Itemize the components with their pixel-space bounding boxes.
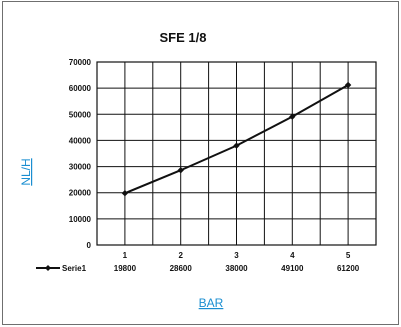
x-tick-labels: 1 2 3 4 5 <box>123 251 351 260</box>
x-tick-label: 4 <box>290 251 295 260</box>
table-value: 49100 <box>281 264 304 273</box>
y-tick-label: 10000 <box>69 215 92 224</box>
y-tick-label: 0 <box>87 241 92 250</box>
data-point <box>121 190 129 197</box>
data-table-row: Serie1 19800 28600 38000 49100 61200 <box>36 264 360 273</box>
y-tick-label: 40000 <box>69 136 92 145</box>
plot-grid <box>96 61 377 246</box>
y-tick-label: 70000 <box>69 58 92 67</box>
legend-series-name: Serie1 <box>62 264 87 273</box>
y-axis-label[interactable]: NL/H <box>19 158 33 185</box>
table-value: 38000 <box>225 264 248 273</box>
data-point <box>233 142 240 149</box>
series-line <box>121 81 352 197</box>
table-value: 19800 <box>114 264 137 273</box>
x-axis-label[interactable]: BAR <box>199 296 224 310</box>
x-tick-label: 2 <box>178 251 183 260</box>
x-tick-label: 5 <box>346 251 351 260</box>
table-value: 28600 <box>170 264 193 273</box>
chart-title: SFE 1/8 <box>160 30 207 45</box>
table-value: 61200 <box>337 264 360 273</box>
data-point <box>344 81 352 89</box>
y-tick-labels: 0 10000 20000 30000 40000 50000 60000 70000 <box>69 58 92 250</box>
data-point <box>177 167 184 174</box>
legend-marker <box>45 265 51 271</box>
x-tick-label: 1 <box>123 251 128 260</box>
y-tick-label: 30000 <box>69 163 92 172</box>
y-tick-label: 50000 <box>69 110 92 119</box>
y-tick-label: 60000 <box>69 84 92 93</box>
y-tick-label: 20000 <box>69 189 92 198</box>
x-tick-label: 3 <box>234 251 239 260</box>
data-point <box>289 113 296 120</box>
